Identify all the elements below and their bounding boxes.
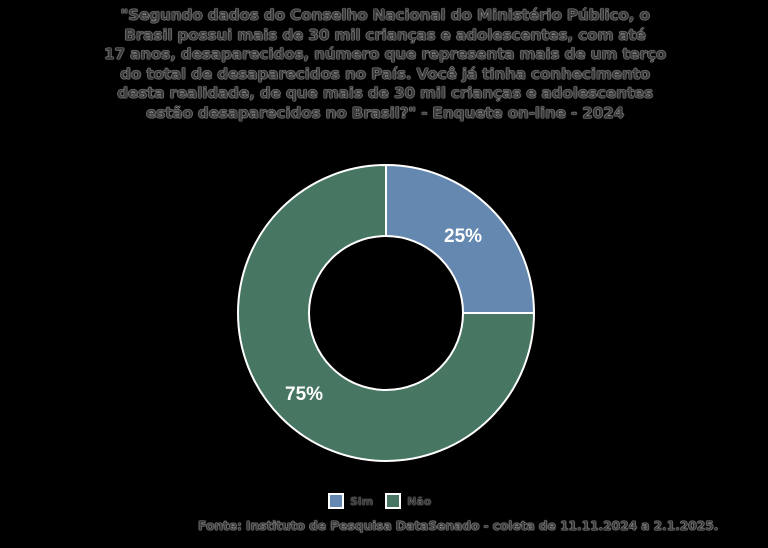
donut-slices (237, 163, 536, 462)
title-line: Brasil possui mais de 30 mil crianças e … (124, 25, 646, 44)
legend-swatch-sim (327, 492, 345, 510)
legend-label-nao: Não (407, 494, 432, 508)
title-line: desta realidade, de que mais de 30 mil c… (117, 84, 653, 102)
title-line: "Segundo dados do Conselho Nacional do M… (120, 6, 650, 24)
donut-slice-sim (385, 163, 536, 314)
legend-label-sim: Sim (350, 494, 374, 508)
title-line: 17 anos, desaparecidos, número que repre… (103, 45, 667, 63)
legend-item-nao: Não (384, 492, 432, 510)
title-line: estão desaparecidos no Brasil?" - Enquet… (145, 103, 625, 122)
slice-label-sim: 25% (444, 226, 483, 247)
slice-label-nao: 75% (285, 384, 324, 405)
legend-swatch-nao (384, 492, 403, 510)
legend-item-sim: Sim (327, 492, 374, 510)
title-line: do total de desaparecidos no País. Você … (119, 64, 651, 83)
chart-title: "Segundo dados do Conselho Nacional do M… (100, 6, 670, 123)
legend: Sim Não (327, 492, 437, 510)
source-note: Fonte: Instituto de Pesquisa DataSenado … (198, 518, 719, 533)
donut-slice-nao (237, 163, 536, 462)
